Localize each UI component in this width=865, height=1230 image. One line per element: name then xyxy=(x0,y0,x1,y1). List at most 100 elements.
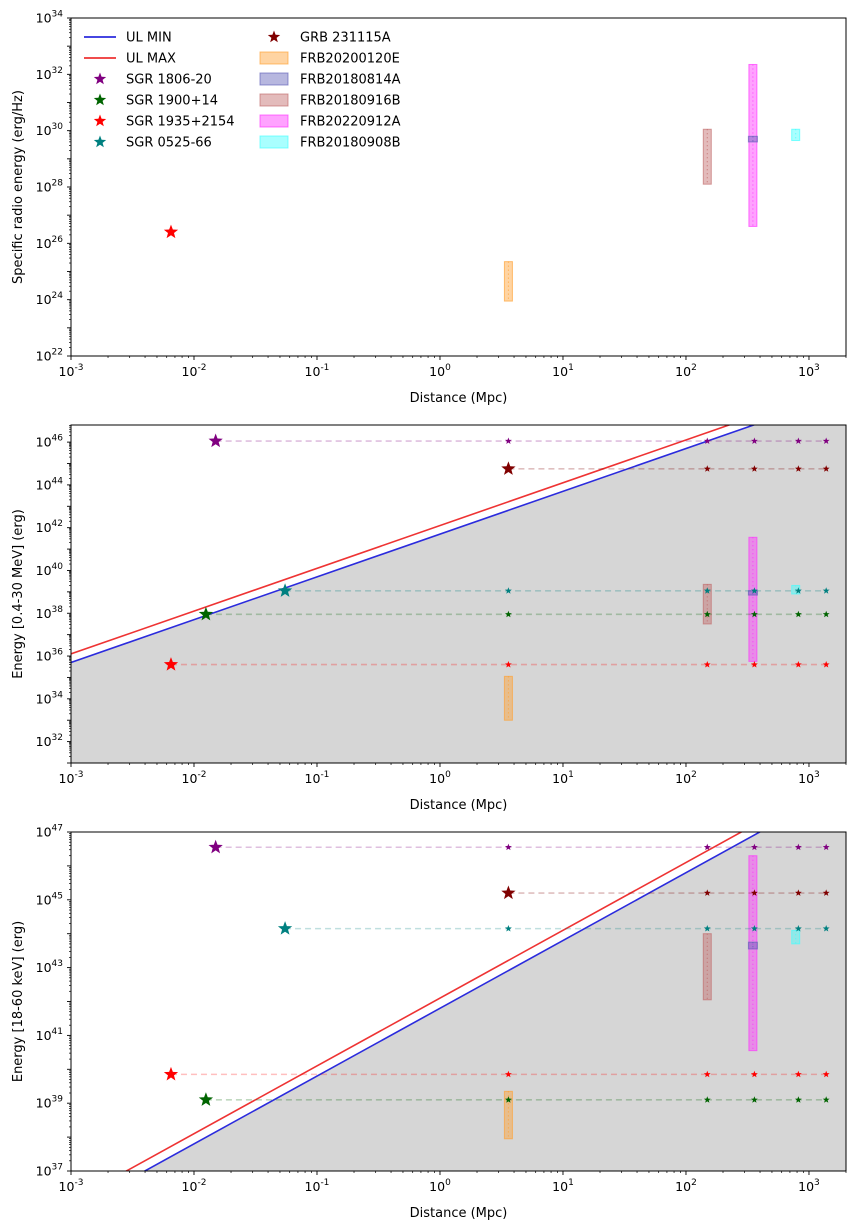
star-sgr-1935-2154 xyxy=(163,224,179,239)
plot-area xyxy=(71,832,846,1171)
x-tick-label: 100 xyxy=(429,770,451,786)
projected-star-grb-231115a-4 xyxy=(822,889,830,896)
excluded-region xyxy=(71,425,846,763)
projected-star-sgr-1806-20-3 xyxy=(794,437,802,444)
legend-item-frb20180916b: FRB20180916B xyxy=(259,93,401,109)
star-sgr-0525-66 xyxy=(277,583,293,597)
projected-star-sgr-0525-66-2 xyxy=(750,587,758,594)
y-tick-label: 1037 xyxy=(36,1163,63,1179)
legend-star-icon xyxy=(267,30,281,43)
projected-star-sgr-1935-2154-4 xyxy=(822,660,830,668)
legend-item-sgr-0525-66: SGR 0525-66 xyxy=(93,135,212,151)
ul-min-line xyxy=(71,425,757,664)
x-tick-label: 101 xyxy=(552,363,574,379)
projected-star-sgr-1900-14-3 xyxy=(794,1096,802,1103)
projected-star-sgr-0525-66-2 xyxy=(750,925,758,932)
legend-label: FRB20180908B xyxy=(300,136,401,151)
projected-star-sgr-1900-14-1 xyxy=(703,610,711,618)
projected-star-sgr-0525-66-1 xyxy=(703,587,711,594)
projected-star-sgr-0525-66-4 xyxy=(822,925,830,932)
projected-star-sgr-1935-2154-3 xyxy=(794,1070,802,1078)
y-tick-label: 1046 xyxy=(36,434,64,450)
x-tick-label: 102 xyxy=(675,1178,697,1194)
projected-star-sgr-1806-20-1 xyxy=(703,843,711,851)
legend-box-icon xyxy=(259,135,289,149)
x-tick-label: 10-2 xyxy=(182,363,207,379)
excluded-region xyxy=(71,832,846,1171)
y-tick-label: 1043 xyxy=(36,959,63,975)
projected-star-grb-231115a-2 xyxy=(750,889,758,896)
y-tick-label: 1041 xyxy=(36,1027,63,1043)
projected-star-sgr-1806-20-0 xyxy=(504,843,512,851)
projected-star-grb-231115a-1 xyxy=(703,465,711,472)
projected-star-sgr-1806-20-3 xyxy=(794,843,802,851)
projected-star-sgr-0525-66-0 xyxy=(504,925,512,932)
projected-star-sgr-1900-14-1 xyxy=(703,1096,711,1103)
legend-item-frb20180814a: FRB20180814A xyxy=(259,72,401,88)
frb-box-frb20200120e xyxy=(503,675,513,721)
frb-box-frb20220912a xyxy=(748,536,758,662)
star-sgr-1806-20 xyxy=(208,839,223,854)
x-tick-label: 10-3 xyxy=(59,363,84,379)
legend-box-icon xyxy=(259,72,289,86)
projected-star-sgr-1935-2154-3 xyxy=(794,660,802,668)
x-tick-label: 10-3 xyxy=(59,770,84,786)
legend-label: SGR 1806-20 xyxy=(126,73,212,88)
star-sgr-1900-14 xyxy=(198,1092,214,1106)
projected-star-sgr-1900-14-4 xyxy=(822,610,830,618)
x-tick-label: 10-1 xyxy=(305,1178,330,1194)
y-tick-label: 1045 xyxy=(36,891,63,907)
frb-box-frb20220912a xyxy=(748,855,758,1052)
legend-star-icon xyxy=(93,72,107,85)
legend-label: FRB20180916B xyxy=(300,94,401,109)
panel-radio: 10-3 10-2 10-1 100 101 102 103 Distance (Mpc) 10… xyxy=(11,10,847,406)
y-tick-label: 1038 xyxy=(36,605,64,621)
panel-energy-18-60-kev: 10-3 10-2 10-1 100 101 102 103 Distance (Mpc) 10… xyxy=(11,824,847,1221)
x-tick-label: 103 xyxy=(798,363,820,379)
legend-label: SGR 1900+14 xyxy=(126,94,218,109)
legend-box-icon xyxy=(259,93,289,107)
axes-frame xyxy=(70,17,847,357)
y-tick-label: 1032 xyxy=(36,66,63,82)
legend-item-ul-max: UL MAX xyxy=(84,52,176,67)
legend-star-icon xyxy=(93,114,107,127)
y-tick-label: 1034 xyxy=(36,690,64,706)
projected-star-sgr-1806-20-0 xyxy=(504,437,512,444)
projected-star-sgr-0525-66-3 xyxy=(794,925,802,932)
y-tick-label: 1032 xyxy=(36,733,63,749)
projected-star-sgr-1806-20-4 xyxy=(822,843,830,851)
legend-label: SGR 1935+2154 xyxy=(126,115,235,130)
y-tick-label: 1036 xyxy=(36,648,64,664)
x-tick-label: 101 xyxy=(552,770,574,786)
projected-star-sgr-0525-66-3 xyxy=(794,587,802,594)
star-grb-231115a xyxy=(501,461,516,475)
legend-label: FRB20200120E xyxy=(300,52,400,67)
projected-star-sgr-0525-66-0 xyxy=(504,587,512,594)
ul-max-line xyxy=(124,832,743,1171)
projected-star-sgr-1900-14-4 xyxy=(822,1096,830,1103)
legend-star-icon xyxy=(93,93,107,106)
projected-star-sgr-1900-14-0 xyxy=(504,610,512,618)
projected-star-sgr-0525-66-1 xyxy=(703,925,711,932)
x-tick-label: 102 xyxy=(675,363,697,379)
projected-star-sgr-1935-2154-1 xyxy=(703,1070,711,1078)
x-tick-label: 103 xyxy=(798,770,820,786)
y-axis-label: Specific radio energy (erg/Hz) xyxy=(11,90,26,284)
projected-star-sgr-1935-2154-2 xyxy=(750,660,758,668)
x-tick-label: 100 xyxy=(429,363,451,379)
projected-star-grb-231115a-4 xyxy=(822,465,830,472)
x-axis-label: Distance (Mpc) xyxy=(410,1206,508,1221)
projected-star-sgr-1935-2154-4 xyxy=(822,1070,830,1078)
projected-star-sgr-1900-14-3 xyxy=(794,610,802,618)
y-tick-label: 1042 xyxy=(36,519,63,535)
y-tick-label: 1024 xyxy=(36,291,64,307)
x-axis-label: Distance (Mpc) xyxy=(410,391,508,406)
star-sgr-1935-2154 xyxy=(163,657,179,671)
ul-min-line xyxy=(143,832,762,1171)
frb-box-frb20180908b xyxy=(791,929,801,945)
x-tick-label: 100 xyxy=(429,1178,451,1194)
projected-star-sgr-1806-20-4 xyxy=(822,437,830,444)
ul-max-line xyxy=(71,425,732,655)
projected-star-sgr-1935-2154-2 xyxy=(750,1070,758,1078)
